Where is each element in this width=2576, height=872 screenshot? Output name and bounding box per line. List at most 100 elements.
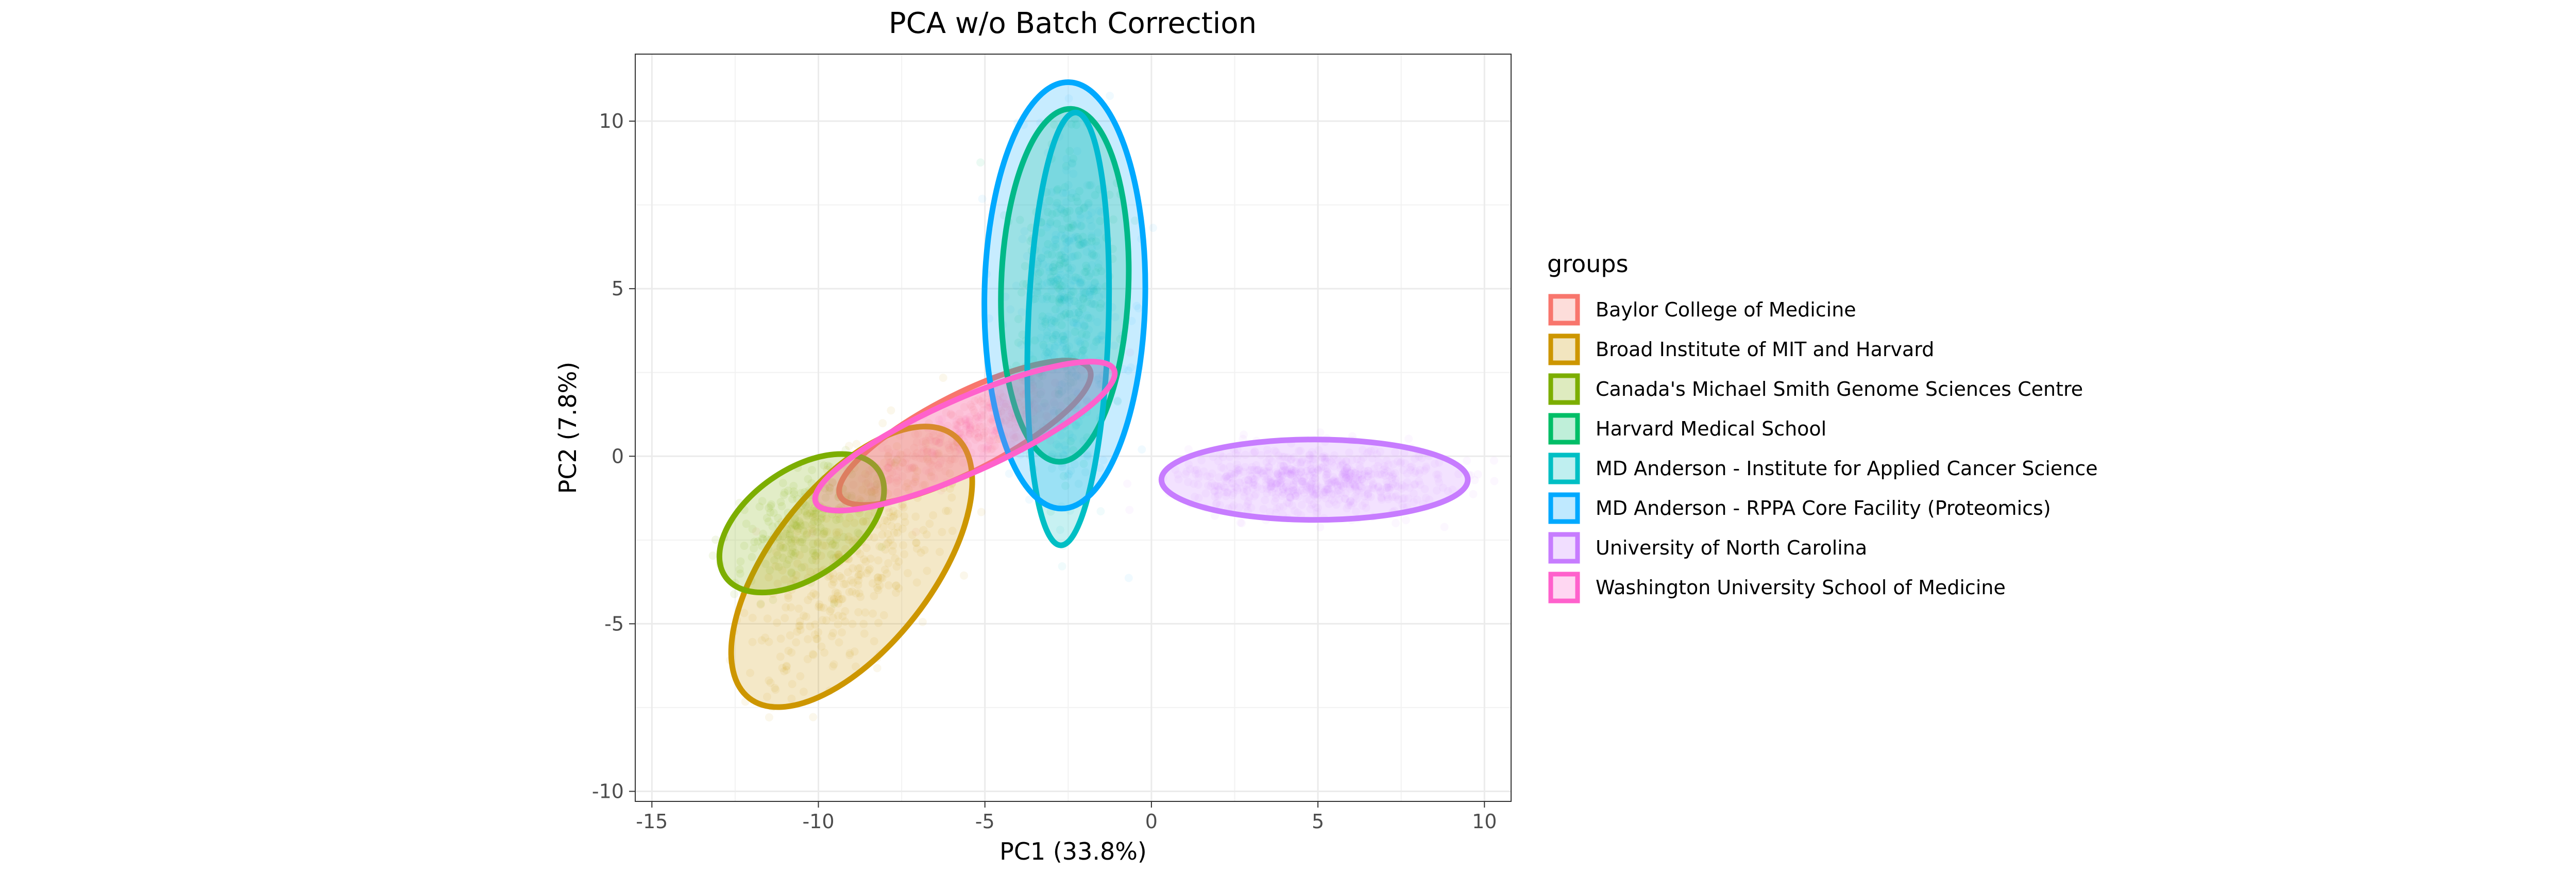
data-point [1056, 294, 1064, 303]
data-point [766, 508, 775, 517]
data-point [939, 374, 947, 382]
data-point [1083, 264, 1092, 273]
data-point [1490, 477, 1499, 485]
data-point [1307, 464, 1316, 473]
data-point [841, 607, 850, 615]
data-point [1346, 472, 1355, 481]
data-point [1029, 415, 1038, 424]
data-point [1280, 490, 1289, 498]
data-point [1353, 455, 1362, 463]
data-point [1055, 280, 1064, 289]
data-point [1320, 487, 1329, 496]
data-point [1053, 186, 1061, 195]
data-point [1017, 340, 1026, 349]
data-point [827, 632, 836, 641]
data-point [769, 595, 777, 604]
data-point [779, 543, 788, 552]
data-point [885, 508, 893, 517]
data-point [987, 426, 995, 434]
data-point [956, 450, 964, 459]
data-point [829, 554, 838, 562]
data-point [1422, 462, 1431, 471]
data-point [1323, 457, 1331, 466]
data-point [855, 495, 863, 504]
data-point [1086, 291, 1094, 299]
data-point [803, 655, 812, 663]
data-point [1324, 485, 1333, 494]
data-point [837, 574, 846, 582]
data-point [1059, 331, 1068, 340]
data-point [808, 512, 817, 521]
data-point [1252, 472, 1261, 481]
data-point [1075, 187, 1084, 195]
data-point [854, 580, 862, 589]
data-point [841, 617, 850, 626]
data-point [1261, 481, 1270, 490]
data-point [1325, 488, 1334, 496]
data-point [761, 633, 770, 642]
data-point [1057, 251, 1066, 260]
data-point [1044, 349, 1053, 358]
data-point [1232, 467, 1241, 476]
data-point [1342, 457, 1350, 465]
data-point [829, 629, 838, 638]
data-point [1362, 504, 1370, 512]
data-point [1069, 222, 1078, 230]
data-point [740, 542, 749, 550]
data-point [927, 448, 936, 457]
data-point [1051, 390, 1060, 398]
data-point [1226, 462, 1234, 471]
data-point [946, 410, 955, 419]
data-point [1339, 468, 1348, 477]
data-point [1030, 295, 1039, 304]
data-point [748, 613, 757, 622]
data-point [968, 403, 976, 411]
data-point [886, 458, 894, 467]
data-point [1047, 277, 1056, 286]
data-point [1411, 480, 1419, 489]
data-point [1305, 450, 1314, 459]
data-point [889, 513, 897, 522]
data-point [979, 400, 988, 409]
data-point [1307, 480, 1316, 489]
data-point [1274, 469, 1282, 478]
data-point [1410, 468, 1419, 477]
data-point [822, 514, 831, 523]
data-point [834, 611, 843, 620]
legend-key [1548, 413, 1580, 445]
data-point [1386, 467, 1395, 476]
data-point [1212, 499, 1221, 508]
legend-key-background [1548, 572, 1580, 603]
data-point [1030, 387, 1039, 395]
data-point [1060, 234, 1069, 243]
data-point [1276, 456, 1284, 464]
data-point [823, 461, 832, 470]
data-point [919, 526, 928, 534]
data-point [862, 517, 871, 526]
data-point [795, 617, 804, 626]
series-points [725, 374, 1002, 722]
data-point [1357, 483, 1366, 492]
data-point [796, 672, 805, 681]
data-point [1067, 224, 1076, 232]
data-point [789, 519, 798, 528]
data-point [1342, 473, 1351, 482]
data-point [849, 564, 857, 573]
data-point [1305, 496, 1314, 505]
data-point [1243, 487, 1252, 495]
data-point [1082, 396, 1091, 405]
data-point [979, 406, 988, 414]
data-point [858, 485, 867, 494]
data-point [1404, 434, 1413, 443]
data-point [1071, 422, 1080, 430]
data-point [1014, 393, 1023, 401]
data-point [925, 519, 934, 528]
data-point [1037, 254, 1046, 263]
data-point [1344, 476, 1353, 484]
data-point [790, 514, 799, 523]
data-point [1287, 455, 1296, 463]
data-point [1123, 479, 1132, 488]
data-point [956, 428, 964, 437]
data-point [1064, 350, 1073, 359]
data-point [1063, 259, 1072, 267]
